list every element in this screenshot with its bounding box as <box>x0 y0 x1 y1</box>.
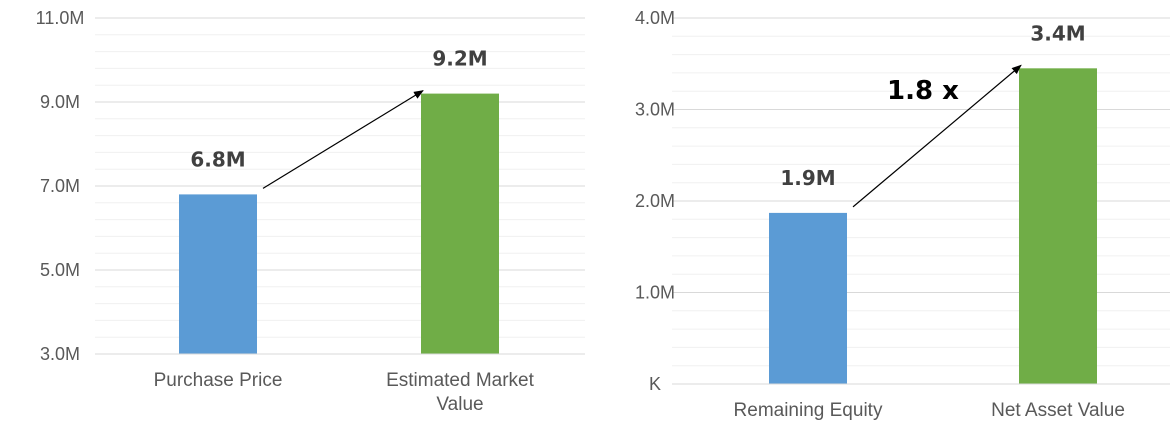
data-label: 1.9M <box>780 166 835 190</box>
data-label: 3.4M <box>1030 21 1085 45</box>
y-tick-label: 1.0M <box>635 283 675 303</box>
data-label: 9.2M <box>432 47 487 71</box>
y-tick-label: 5.0M <box>40 260 80 280</box>
bar-1 <box>421 93 499 354</box>
category-label: Estimated Market <box>386 370 535 391</box>
category-label: Remaining Equity <box>734 400 883 421</box>
growth-arrow <box>852 64 1022 208</box>
y-tick-label: 3.0M <box>40 344 80 364</box>
bar-0 <box>769 212 847 384</box>
bar-1 <box>1019 68 1097 384</box>
bar-0 <box>179 194 257 354</box>
y-tick-label: 2.0M <box>635 191 675 211</box>
y-tick-label: 4.0M <box>635 8 675 28</box>
category-label: Net Asset Value <box>991 400 1125 421</box>
category-label: Purchase Price <box>154 370 283 391</box>
data-label: 6.8M <box>190 147 245 171</box>
growth-arrow <box>262 90 424 189</box>
y-tick-label: 9.0M <box>40 92 80 112</box>
y-tick-label: 11.0M <box>36 8 85 28</box>
category-label: Value <box>436 394 483 415</box>
y-tick-label: 3.0M <box>635 100 675 120</box>
multiple-annotation: 1.8 x <box>887 76 959 106</box>
chart-purchase-vs-market: 3.0M 5.0M 7.0M 9.0M 11.0M 6.8M Purchase Price 9… <box>36 8 585 415</box>
chart-equity-vs-nav: K 1.0M 2.0M 3.0M 4.0M 1.9M Remaining Equity 3.4… <box>635 8 1170 421</box>
y-tick-label: K <box>649 374 661 394</box>
y-tick-label: 7.0M <box>40 176 80 196</box>
